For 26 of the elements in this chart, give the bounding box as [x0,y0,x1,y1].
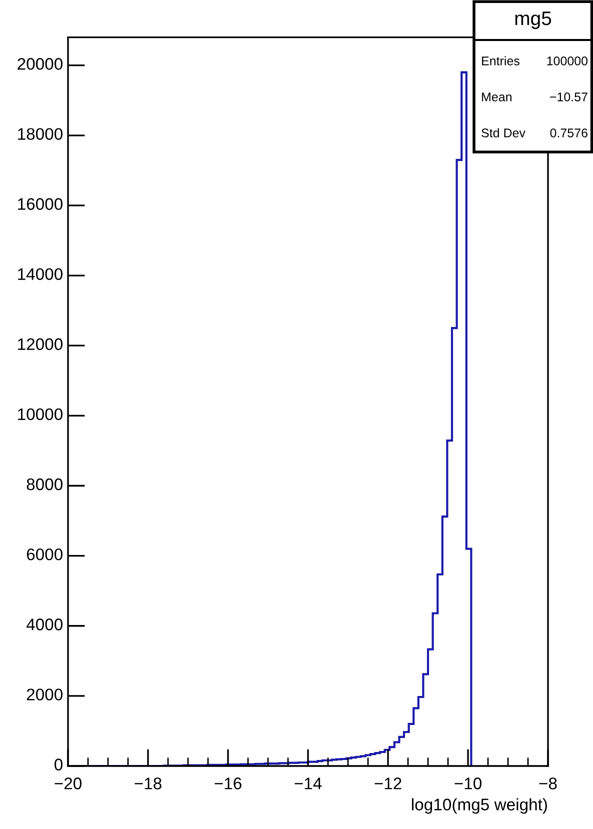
x-tick-label: −18 [134,778,162,790]
x-tick-label: −10 [454,778,482,790]
y-tick-label: 20000 [18,58,63,70]
chart-title: mg5 [515,12,552,30]
x-tick-label: −16 [214,778,242,790]
y-tick-label: 10000 [18,408,63,420]
y-tick-label: 4000 [26,618,63,630]
annotation: Entries [482,56,520,66]
y-tick-label: 12000 [18,338,63,350]
text: 0.7576 [550,128,588,138]
x-tick-label: −12 [374,778,402,790]
y-tick-label: 18000 [18,128,63,140]
annotation: Std Dev [482,128,526,138]
annotation: 100000 [547,56,588,66]
x-axis-title: log10(mg5 weight) [412,798,547,814]
x-tick-label: −14 [294,778,322,790]
x-tick-label: −8 [539,778,557,790]
y-tick-label: 8000 [26,478,63,490]
y-tick-label: 16000 [18,198,63,210]
y-tick-label: 0 [54,758,63,770]
y-tick-label: 6000 [26,548,63,560]
annotation: Mean [482,92,512,102]
y-tick-label: 14000 [18,268,63,280]
x-tick-label: −20 [54,778,82,790]
text: −10.57 [550,92,588,102]
y-tick-label: 2000 [26,688,63,700]
